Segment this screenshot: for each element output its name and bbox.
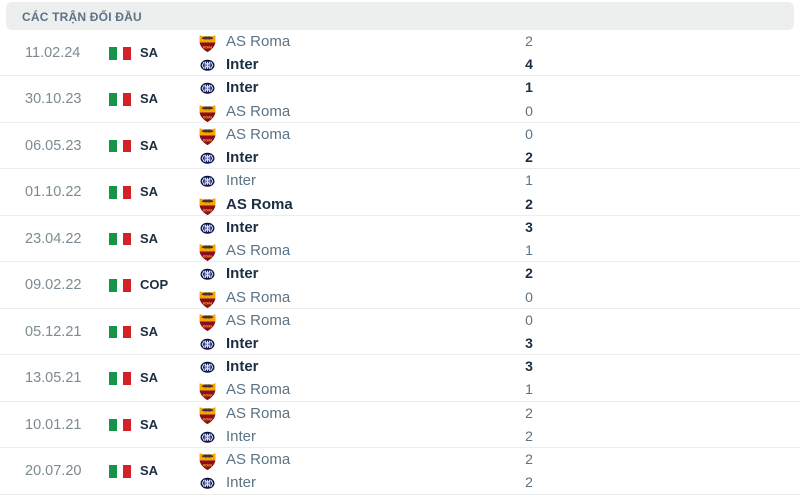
svg-text:ROMA: ROMA — [203, 394, 213, 398]
svg-text:ROMA: ROMA — [203, 463, 213, 467]
svg-text:ROMA: ROMA — [203, 45, 213, 49]
svg-text:ROMA: ROMA — [203, 115, 213, 119]
svg-text:ROMA: ROMA — [203, 138, 213, 142]
svg-text:ROMA: ROMA — [203, 301, 213, 305]
svg-text:ROMA: ROMA — [203, 417, 213, 421]
svg-text:ROMA: ROMA — [203, 254, 213, 258]
svg-text:ROMA: ROMA — [203, 324, 213, 328]
svg-text:ROMA: ROMA — [203, 208, 213, 212]
